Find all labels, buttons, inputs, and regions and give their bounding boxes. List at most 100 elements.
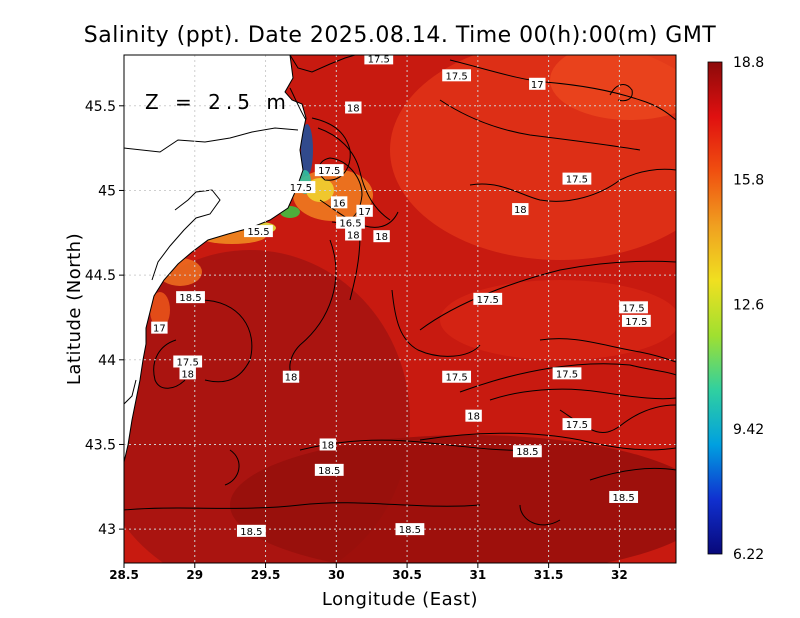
depth-label: Z = 2.5 m xyxy=(145,90,291,114)
contour-label-bg xyxy=(314,164,344,177)
y-tick-label: 43.5 xyxy=(85,437,116,453)
contour-label: 17.5 xyxy=(562,418,592,431)
contour-label: 17.5 xyxy=(364,55,394,65)
colorbar-tick-label: 18.8 xyxy=(733,55,764,71)
contour-label: 16.5 xyxy=(336,216,365,230)
contour-label-bg xyxy=(364,55,394,65)
contour-line xyxy=(449,59,676,121)
contour-label: 18.5 xyxy=(609,490,639,504)
contour-label-bg xyxy=(465,409,482,422)
contour-label-bg xyxy=(286,181,316,194)
x-tick-label: 30.5 xyxy=(392,568,422,582)
contour-line xyxy=(124,502,481,511)
contour-label-bg xyxy=(512,445,542,458)
contour-label-text: 17.5 xyxy=(566,175,588,186)
x-tick-label: 31.5 xyxy=(534,568,564,582)
contour-label-text: 18 xyxy=(467,412,480,423)
contour-line xyxy=(391,289,481,357)
contour-label-bg xyxy=(609,490,639,503)
contour-label-text: 17 xyxy=(358,207,371,218)
contour-label: 18.5 xyxy=(176,291,205,304)
contour-label-text: 16.5 xyxy=(339,219,361,230)
x-tick-label: 31 xyxy=(469,568,486,582)
contour-label: 17.5 xyxy=(619,301,648,314)
contour-label-text: 18.5 xyxy=(399,525,421,536)
contour-label-bg xyxy=(345,101,362,114)
border-line xyxy=(124,379,137,405)
chart-title: Salinity (ppt). Date 2025.08.14. Time 00… xyxy=(84,23,717,48)
contour-label-text: 18 xyxy=(347,230,360,241)
contour-label-text: 18 xyxy=(285,373,298,384)
contour-line xyxy=(519,504,561,526)
contour-label-bg xyxy=(236,524,266,537)
colorbar-tick-label: 9.42 xyxy=(733,422,764,438)
contour-line xyxy=(224,449,240,486)
contour-line xyxy=(589,468,676,481)
contour-label-bg xyxy=(373,230,390,243)
colorbar-tick-label: 15.8 xyxy=(733,172,764,188)
contour-label: 17.5 xyxy=(314,164,344,177)
y-tick-label: 44 xyxy=(98,353,116,369)
contour-label: 18 xyxy=(282,370,300,384)
x-axis-label: Longitude (East) xyxy=(322,589,478,610)
contour-label: 17 xyxy=(151,321,168,335)
x-tick-label: 28.5 xyxy=(109,568,139,582)
land-border-lines xyxy=(124,55,356,405)
contour-label-text: 18 xyxy=(375,232,388,243)
contour-label-text: 17.5 xyxy=(177,357,199,368)
contour-label-bg xyxy=(179,367,196,380)
contour-label: 17 xyxy=(356,204,373,218)
contour-line xyxy=(153,339,186,389)
contour-label: 18.5 xyxy=(512,445,542,458)
contour-label: 17.5 xyxy=(442,370,472,384)
contour-label-bg xyxy=(562,418,592,431)
contour-label-text: 17.5 xyxy=(622,303,644,314)
contour-label: 18 xyxy=(512,203,529,216)
contour-line xyxy=(469,168,676,202)
contour-line xyxy=(349,234,361,301)
contour-label-text: 17.5 xyxy=(556,369,578,380)
contour-label-bg xyxy=(330,196,348,209)
contour-label-text: 17.5 xyxy=(445,71,467,82)
contour-label-text: 15.5 xyxy=(247,227,269,238)
contour-label-bg xyxy=(345,228,362,241)
y-axis-label: Latitude (North) xyxy=(64,233,85,385)
contour-label-bg xyxy=(356,204,373,217)
contour-line xyxy=(419,260,676,331)
contour-label-text: 17 xyxy=(153,324,166,335)
field-patch xyxy=(550,55,676,120)
contour-label-text: 17.5 xyxy=(566,420,588,431)
land-mask xyxy=(124,55,307,463)
contour-label: 18 xyxy=(319,438,337,451)
contour-line xyxy=(289,87,307,121)
contour-line xyxy=(539,338,676,363)
contour-label-text: 17.5 xyxy=(290,183,312,194)
contour-label-bg xyxy=(442,69,472,82)
border-line xyxy=(151,189,221,281)
colorbar-ticks: 18.8 15.8 12.6 9.42 6.22 xyxy=(733,55,764,563)
contour-label: 17.5 xyxy=(621,314,651,328)
contour-label-text: 18.5 xyxy=(240,527,262,538)
contour-label-bg xyxy=(282,370,300,383)
contour-label: 18 xyxy=(465,409,482,423)
x-tick-label: 29 xyxy=(186,568,203,582)
colorbar-tick-label: 12.6 xyxy=(733,297,764,313)
contour-label-text: 17 xyxy=(531,80,544,91)
contour-label-bg xyxy=(395,523,425,536)
border-line xyxy=(289,55,356,73)
contour-label: 18.5 xyxy=(236,524,266,538)
contour-label: 17.5 xyxy=(173,355,203,368)
contour-label: 18.5 xyxy=(314,463,344,477)
contour-label-text: 18 xyxy=(321,440,334,451)
contour-label-text: 16 xyxy=(333,198,346,209)
contour-label: 18 xyxy=(345,228,362,241)
y-tick-label: 45.5 xyxy=(85,99,116,115)
contour-label-bg xyxy=(512,203,529,216)
contour-label-bg xyxy=(319,438,337,451)
x-tick-label: 32 xyxy=(611,568,628,582)
border-line xyxy=(124,127,299,153)
contour-line xyxy=(459,363,676,393)
contour-label-bg xyxy=(151,321,168,334)
field-patch xyxy=(150,292,170,328)
